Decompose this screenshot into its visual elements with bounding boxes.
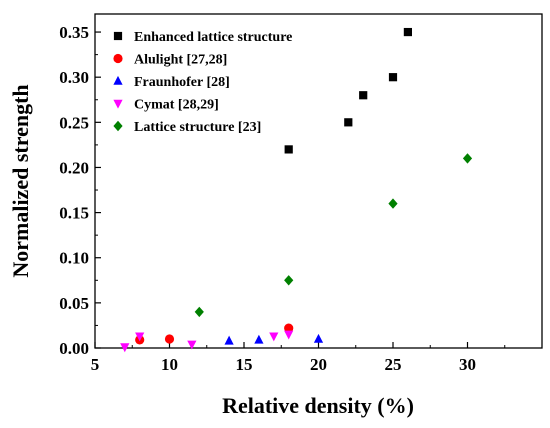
x-tick-label: 10 (161, 355, 178, 374)
legend-marker (113, 120, 123, 132)
y-tick-label: 0.05 (59, 294, 89, 313)
legend-marker (113, 53, 123, 64)
y-tick-label: 0.35 (59, 23, 89, 42)
data-point (164, 334, 175, 344)
data-point (269, 332, 279, 342)
legend-marker (113, 75, 123, 85)
y-tick-label: 0.30 (59, 68, 89, 87)
data-point (135, 332, 145, 342)
legend-label: Alulight [27,28] (134, 53, 227, 68)
y-tick-label: 0.00 (59, 339, 89, 358)
data-point (284, 145, 293, 154)
data-point (388, 73, 398, 82)
legend-label: Lattice structure [23] (134, 120, 261, 135)
data-point (254, 334, 264, 344)
data-points (120, 27, 473, 353)
legend-marker (113, 31, 123, 41)
y-tick-label: 0.10 (59, 249, 89, 268)
data-point (284, 330, 294, 340)
y-tick-label: 0.20 (59, 158, 89, 177)
data-point (313, 333, 324, 343)
data-point (388, 198, 398, 209)
data-point (194, 306, 204, 318)
data-point (462, 153, 473, 164)
data-point (403, 27, 412, 37)
x-tick-label: 15 (236, 355, 253, 374)
axis-ticks: 5 10 15 20 25 30 0.00 0.05 0.10 0.15 0.20 0.25 0.30 0… (59, 23, 506, 374)
data-point (120, 343, 130, 353)
data-point (284, 275, 294, 286)
legend-label: Fraunhofer [28] (134, 75, 230, 90)
data-point (344, 118, 353, 127)
legend-marker (113, 99, 123, 109)
x-axis-title: Relative density (%) (222, 393, 414, 418)
data-point (224, 335, 234, 345)
data-point (284, 323, 294, 333)
legend-label: Cymat [28,29] (134, 98, 219, 113)
x-tick-label: 20 (310, 355, 327, 374)
y-axis-title: Normalized strength (8, 84, 33, 277)
legend-label: Enhanced lattice structure (134, 30, 292, 45)
x-tick-label: 5 (91, 355, 100, 374)
y-tick-label: 0.25 (59, 113, 89, 132)
data-point (187, 340, 197, 350)
data-point (359, 91, 368, 100)
x-tick-label: 30 (459, 355, 476, 374)
y-tick-label: 0.15 (59, 204, 89, 223)
legend: Enhanced lattice structure Alulight [27,2… (113, 30, 292, 135)
x-tick-label: 25 (385, 355, 402, 374)
